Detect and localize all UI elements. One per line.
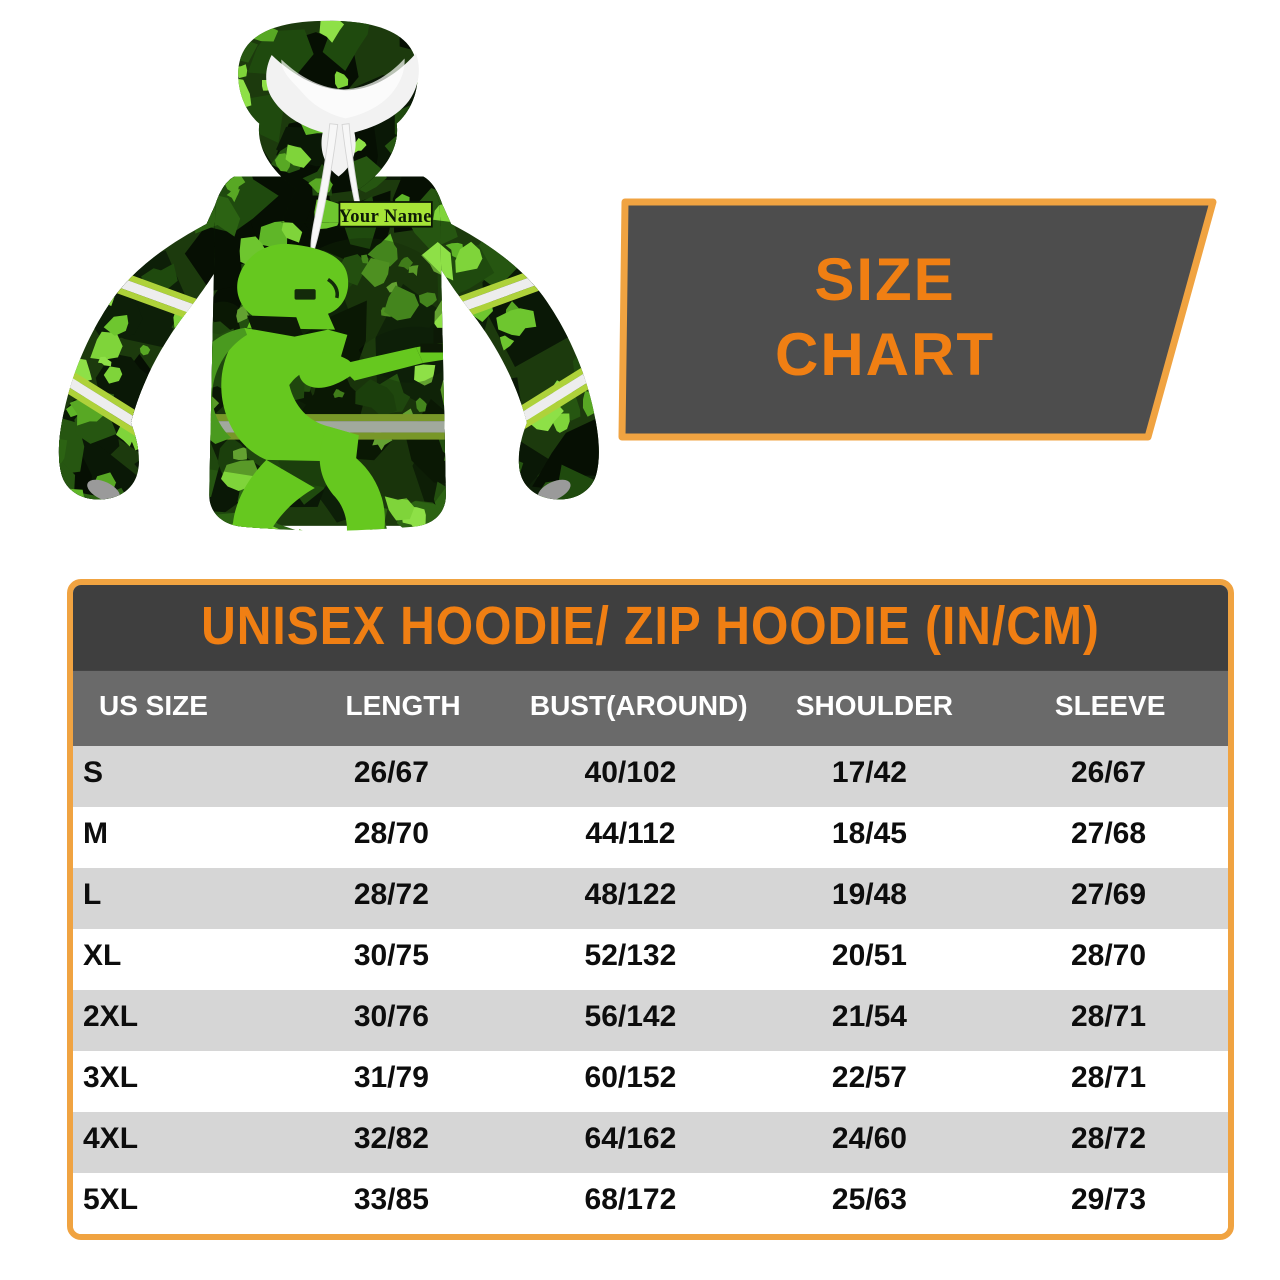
svg-text:SIZE: SIZE — [814, 246, 955, 313]
svg-text:CHART: CHART — [775, 321, 995, 388]
svg-text:Your Name: Your Name — [339, 206, 432, 226]
